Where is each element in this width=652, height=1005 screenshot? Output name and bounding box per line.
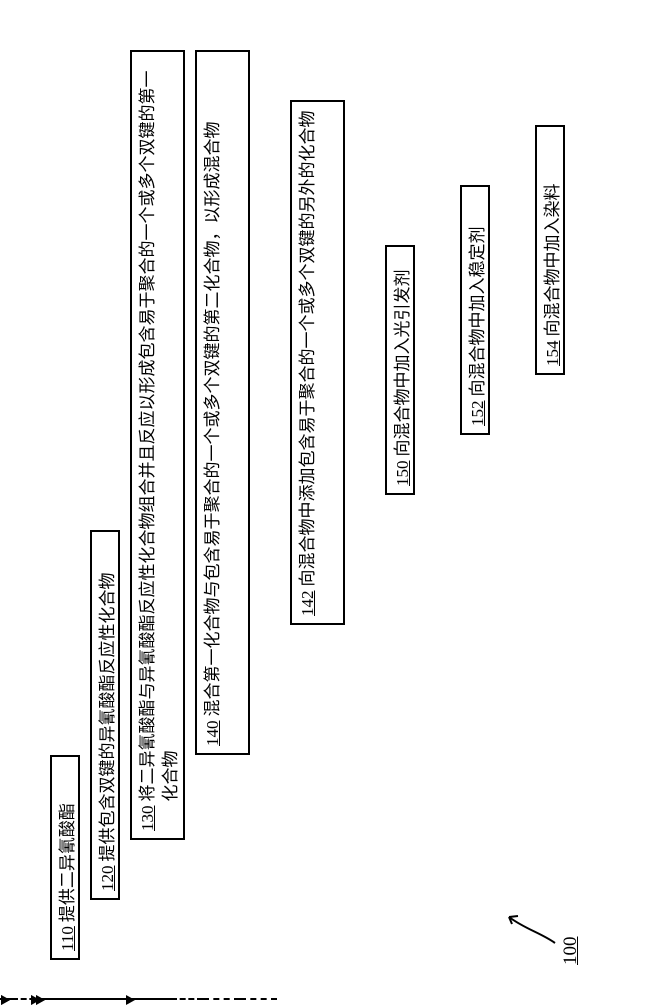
step-120-text: 提供包含双键的异氰酸酯反应性化合物 <box>97 573 120 862</box>
step-110-text: 提供二异氰酸酯 <box>57 803 80 922</box>
step-150-text: 向混合物中加入光引发剂 <box>392 270 415 457</box>
step-130-text: 将二异氰酸酯与异氰酸酯反应性化合物组合并且反应以形成包含易于聚合的一个或多个双键… <box>137 59 183 802</box>
figure-number-label: 100 <box>560 937 582 966</box>
step-152: 152 向混合物中加入稳定剂 <box>460 185 490 435</box>
step-130-number: 130 <box>137 806 160 832</box>
step-152-text: 向混合物中加入稳定剂 <box>467 227 490 397</box>
step-140-text: 混合第一化合物与包含易于聚合的一个或多个双键的第二化合物，以形成混合物 <box>202 122 225 717</box>
step-150: 150 向混合物中加入光引发剂 <box>385 245 415 495</box>
step-150-number: 150 <box>392 461 415 487</box>
step-140: 140 混合第一化合物与包含易于聚合的一个或多个双键的第二化合物，以形成混合物 <box>195 50 250 755</box>
step-130: 130 将二异氰酸酯与异氰酸酯反应性化合物组合并且反应以形成包含易于聚合的一个或… <box>130 50 185 840</box>
figure-pointer-arrow <box>503 907 558 947</box>
flowchart-stage: 100 110 提供二异氰酸酯 120 提供包含双键的异氰酸酯反应性化合物 13… <box>0 0 652 1000</box>
step-110-number: 110 <box>57 926 80 951</box>
step-154-number: 154 <box>542 341 565 367</box>
step-120-number: 120 <box>97 866 120 892</box>
step-110: 110 提供二异氰酸酯 <box>50 755 80 960</box>
step-140-number: 140 <box>202 721 225 747</box>
step-120: 120 提供包含双键的异氰酸酯反应性化合物 <box>90 530 120 900</box>
figure-number: 100 <box>560 937 581 966</box>
step-142: 142 向混合物中添加包含易于聚合的一个或多个双键的另外的化合物 <box>290 100 345 625</box>
step-154: 154 向混合物中加入染料 <box>535 125 565 375</box>
step-142-number: 142 <box>297 591 320 617</box>
step-154-text: 向混合物中加入染料 <box>542 184 565 337</box>
step-142-text: 向混合物中添加包含易于聚合的一个或多个双键的另外的化合物 <box>297 111 320 587</box>
step-152-number: 152 <box>467 401 490 427</box>
